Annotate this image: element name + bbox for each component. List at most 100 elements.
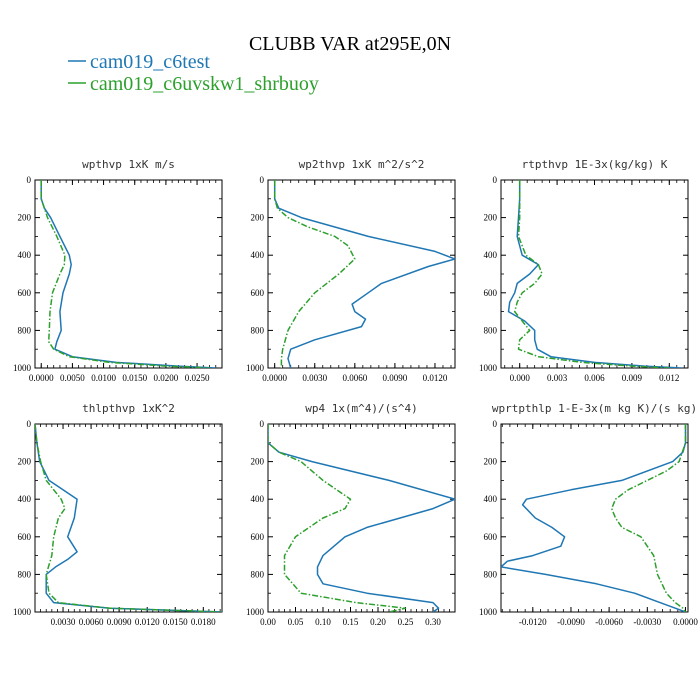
x-tick-label: 0.0150 (122, 373, 147, 383)
panel-2: wp2thvp 1xK m^2/s^2020040060080010000.00… (246, 158, 456, 383)
x-tick-label: 0.0090 (107, 617, 132, 627)
y-tick-label: 0 (260, 175, 265, 185)
y-tick-label: 1000 (13, 363, 32, 373)
x-tick-label: 0.25 (398, 617, 414, 627)
y-tick-label: 0 (27, 175, 32, 185)
y-tick-label: 800 (484, 325, 498, 335)
y-tick-label: 400 (251, 250, 265, 260)
y-tick-label: 1000 (13, 607, 32, 617)
plot-frame (267, 179, 456, 369)
y-tick-label: 1000 (479, 607, 498, 617)
legend-label-1: cam019_c6test (90, 51, 210, 73)
y-tick-label: 600 (484, 288, 498, 298)
x-tick-label: 0.0060 (342, 373, 367, 383)
legend: cam019_c6test cam019_c6uvskw1_shrbuoy (68, 51, 319, 95)
plot-frame (267, 423, 456, 613)
plot-frame (34, 179, 223, 369)
series-line-2 (35, 424, 222, 612)
x-tick-label: 0.10 (315, 617, 331, 627)
panel-title: wp2thvp 1xK m^2/s^2 (299, 158, 425, 171)
series-line-1 (273, 180, 455, 368)
y-tick-label: 400 (18, 250, 32, 260)
x-tick-label: 0.05 (288, 617, 304, 627)
panel-title: wprtpthlp 1-E-3x(m kg K)/(s kg) (492, 402, 697, 415)
x-tick-label: 0.0180 (191, 617, 216, 627)
x-tick-label: 0.009 (622, 373, 643, 383)
y-tick-label: 1000 (246, 607, 265, 617)
y-tick-label: 0 (27, 419, 32, 429)
y-tick-label: 800 (251, 569, 265, 579)
y-tick-label: 200 (251, 213, 265, 223)
x-tick-label: 0.0000 (29, 373, 54, 383)
x-tick-label: 0.003 (547, 373, 568, 383)
x-tick-label: 0.012 (659, 373, 679, 383)
panel-title: rtpthvp 1E-3x(kg/kg) K (522, 158, 668, 171)
y-tick-label: 800 (484, 569, 498, 579)
legend-label-2: cam019_c6uvskw1_shrbuoy (90, 73, 319, 95)
panel-title: thlpthvp 1xK^2 (82, 402, 175, 415)
x-tick-label: 0.0000 (262, 373, 287, 383)
panel-title: wp4 1x(m^4)/(s^4) (305, 402, 418, 415)
y-tick-label: 0 (260, 419, 265, 429)
y-tick-label: 200 (251, 457, 265, 467)
y-tick-label: 600 (18, 288, 32, 298)
y-tick-label: 400 (18, 494, 32, 504)
x-tick-label: -0.0030 (633, 617, 661, 627)
x-tick-label: 0.006 (584, 373, 605, 383)
x-tick-label: 0.20 (370, 617, 386, 627)
x-tick-label: 0.0030 (302, 373, 327, 383)
x-tick-label: 0.0120 (135, 617, 160, 627)
series-line-1 (501, 424, 687, 612)
x-tick-label: 0.0120 (423, 373, 448, 383)
y-tick-label: 600 (251, 532, 265, 542)
y-tick-label: 800 (18, 569, 32, 579)
panel-3: rtpthvp 1E-3x(kg/kg) K 0 200 400 600 800 1000 0… (479, 158, 689, 383)
y-tick-label: 200 (18, 457, 32, 467)
y-tick-label: 200 (484, 457, 498, 467)
x-tick-label: 0.0100 (91, 373, 116, 383)
plot-frame (34, 423, 223, 613)
series-line-1 (35, 424, 222, 612)
x-tick-label: 0.0060 (79, 617, 104, 627)
panel-title: wpthvp 1xK m/s (82, 158, 175, 171)
y-tick-label: 1000 (246, 363, 265, 373)
legend-entry-1: cam019_c6test (68, 51, 210, 73)
legend-entry-2: cam019_c6uvskw1_shrbuoy (68, 73, 319, 95)
x-tick-label: 0.0250 (185, 373, 210, 383)
y-tick-label: 400 (484, 250, 498, 260)
x-tick-label: 0.0050 (60, 373, 85, 383)
y-tick-label: 600 (484, 532, 498, 542)
x-tick-label: 0.000 (510, 373, 531, 383)
y-tick-label: 800 (18, 325, 32, 335)
y-tick-label: 800 (251, 325, 265, 335)
x-tick-label: 0.0200 (154, 373, 179, 383)
x-tick-label: 0.0150 (163, 617, 188, 627)
y-tick-label: 0 (493, 419, 498, 429)
series-line-2 (273, 180, 356, 368)
y-tick-label: 0 (493, 175, 498, 185)
x-tick-label: 0.30 (425, 617, 441, 627)
x-tick-label: 0.0000 (673, 617, 698, 627)
series-line-2 (268, 424, 407, 612)
y-tick-label: 400 (251, 494, 265, 504)
y-tick-label: 600 (251, 288, 265, 298)
figure-title: CLUBB VAR at295E,0N (249, 33, 451, 55)
y-tick-label: 600 (18, 532, 32, 542)
series-line-1 (507, 180, 682, 368)
x-tick-label: -0.0060 (595, 617, 623, 627)
series-line-2 (40, 180, 210, 368)
x-tick-label: 0.00 (260, 617, 276, 627)
y-tick-label: 200 (484, 213, 498, 223)
y-tick-label: 1000 (479, 363, 498, 373)
x-tick-label: 0.15 (343, 617, 359, 627)
series-line-2 (610, 424, 687, 612)
y-tick-label: 400 (484, 494, 498, 504)
series-line-1 (268, 424, 455, 612)
x-tick-label: 0.0030 (51, 617, 76, 627)
y-tick-label: 200 (18, 213, 32, 223)
